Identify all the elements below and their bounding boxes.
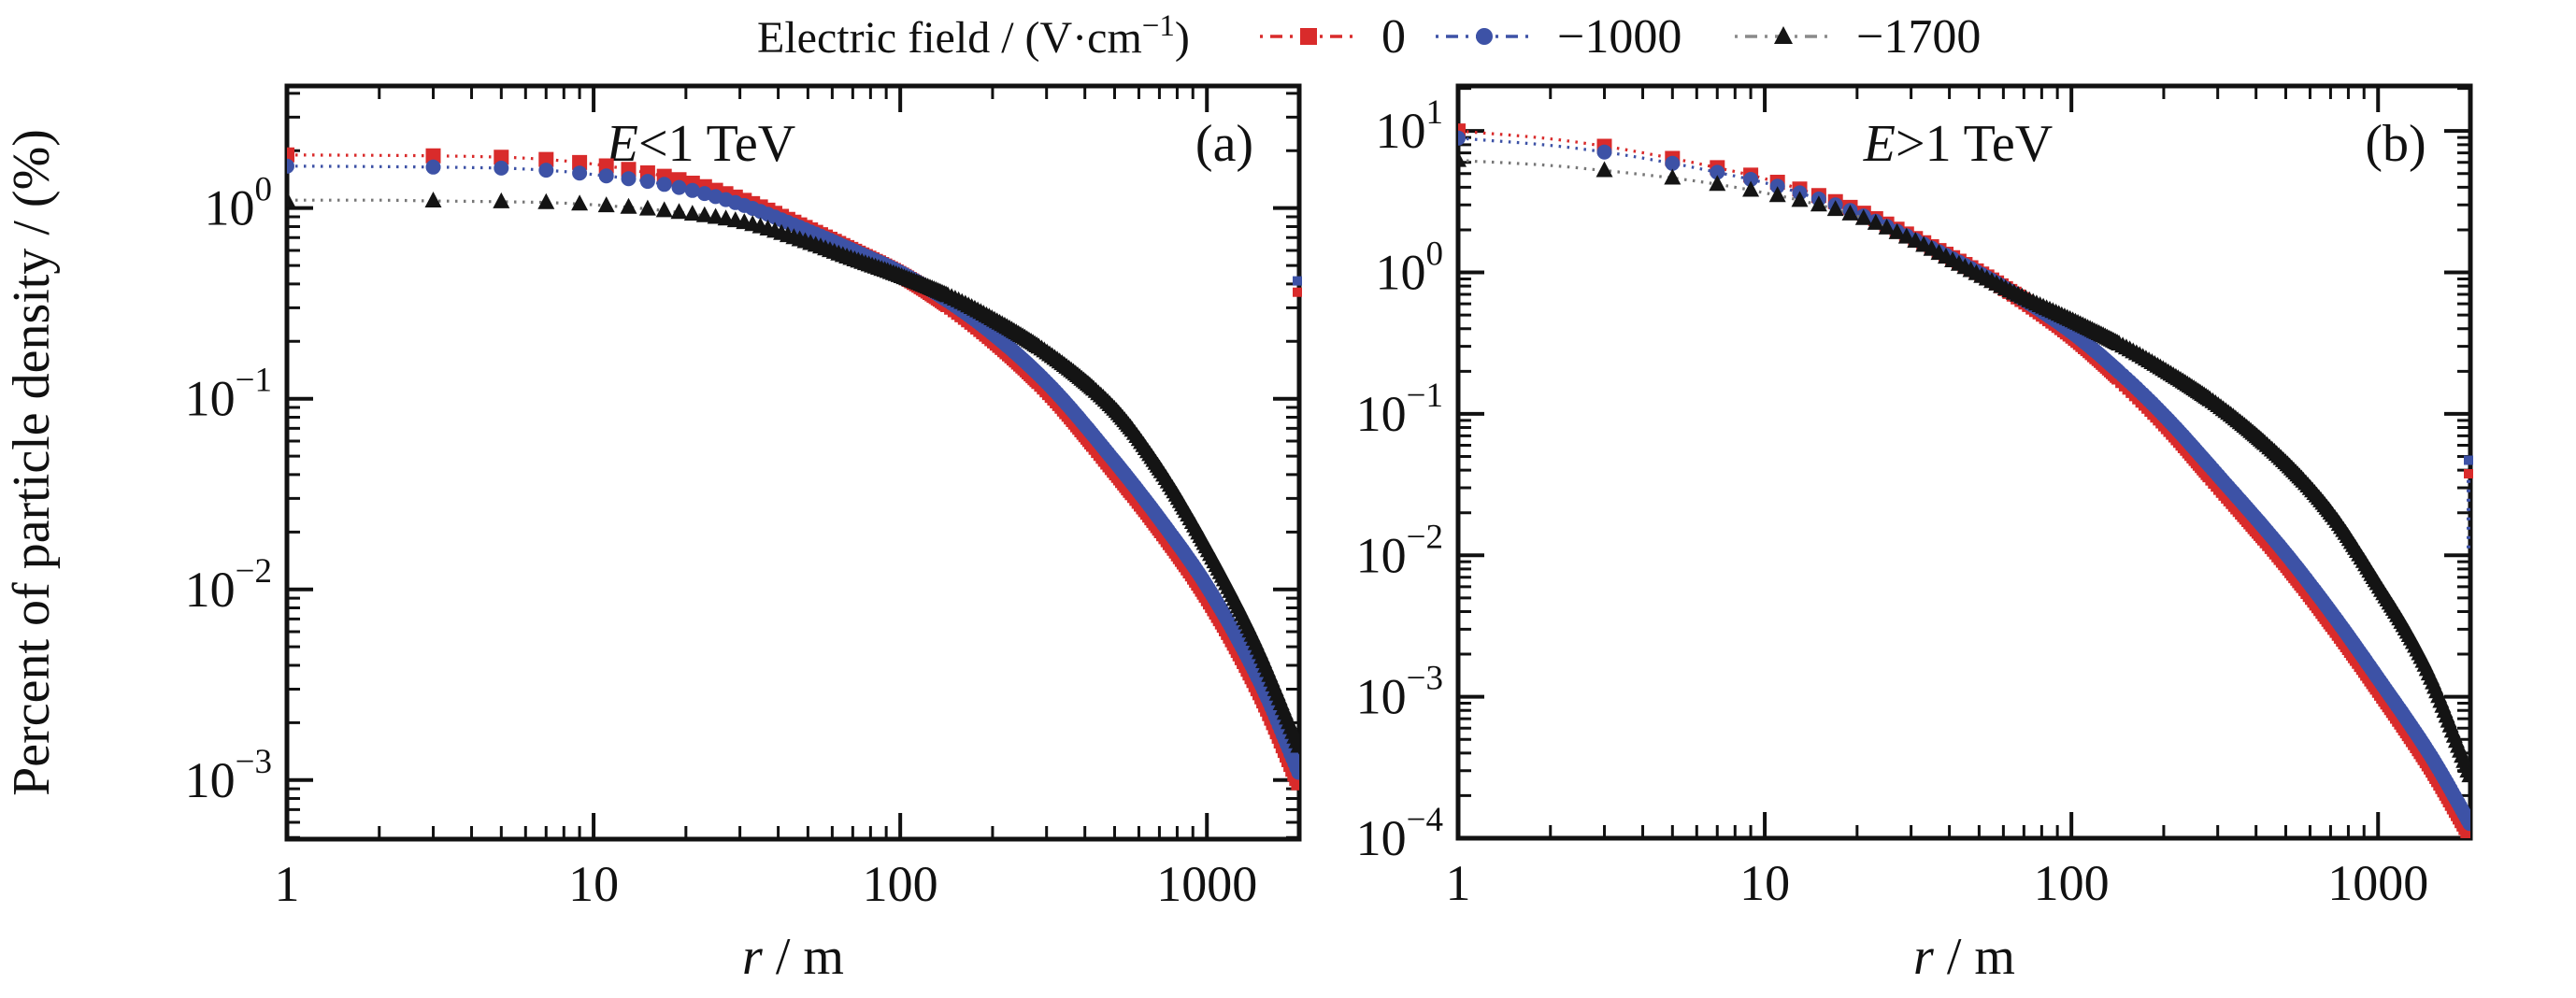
- axis-artifact-marker: [2464, 455, 2473, 465]
- panel-b-title: E>1 TeV: [1863, 115, 2053, 173]
- y-tick-base: 10: [1356, 527, 1407, 583]
- x-tick-label: 100: [863, 856, 938, 912]
- series-neg1000-line: [1458, 136, 2470, 823]
- legend-entry-zero: 0: [1260, 10, 1406, 64]
- y-tick-label: 100: [1376, 235, 1444, 301]
- y-tick-label: 101: [1376, 93, 1444, 159]
- y-tick-label: 10−1: [185, 362, 272, 427]
- x-tick-label: 1: [1446, 855, 1471, 911]
- x-label-rest: / m: [1934, 928, 2015, 986]
- series-zero-markers: [1458, 123, 2470, 838]
- minor-ticks: [287, 86, 1301, 839]
- y-tick-label: 10−2: [1356, 518, 1443, 583]
- series-neg1700-line: [1458, 159, 2470, 775]
- y-tick-base: 10: [185, 562, 236, 618]
- y-tick-base: 10: [1356, 386, 1407, 442]
- panel-b-tag: (b): [2365, 115, 2426, 173]
- y-tick-label: 10−3: [1356, 660, 1443, 725]
- series-neg1700-line: [287, 198, 1299, 745]
- series-neg1000-line: [287, 164, 1299, 771]
- axis-artifact-marker: [1293, 276, 1302, 286]
- x-tick-label: 1: [275, 856, 300, 912]
- major-ticks: [285, 86, 1299, 839]
- legend-square-icon: [1300, 28, 1317, 45]
- panel-a-tag: (a): [1195, 115, 1253, 173]
- y-tick-exponent: −1: [236, 362, 272, 400]
- y-tick-exponent: −2: [1407, 518, 1443, 556]
- y-tick-exponent: −3: [1407, 660, 1443, 698]
- y-tick-label: 10−1: [1356, 377, 1443, 442]
- y-tick-base: 10: [1356, 810, 1407, 866]
- y-tick-exponent: 0: [255, 171, 273, 209]
- series-neg1700-markers: [1458, 150, 2470, 783]
- y-tick-base: 10: [205, 180, 255, 236]
- minor-ticks: [1458, 86, 2472, 838]
- title-italic: E: [1863, 115, 1896, 173]
- x-tick-label: 10: [1739, 855, 1790, 911]
- y-tick-exponent: −4: [1407, 801, 1443, 839]
- x-axis-label: r / m: [742, 928, 844, 986]
- legend-entry-neg1000: −1000: [1436, 10, 1682, 64]
- series-neg1700-markers: [287, 191, 1299, 753]
- title-rest: >1 TeV: [1896, 115, 2053, 173]
- curves: [287, 147, 1299, 791]
- y-tick-exponent: −3: [236, 743, 272, 781]
- major-ticks: [1456, 86, 2470, 840]
- y-tick-base: 10: [1376, 245, 1426, 301]
- y-tick-base: 10: [185, 371, 236, 427]
- legend-label-neg1000: −1000: [1557, 10, 1682, 64]
- y-tick-base: 10: [1376, 103, 1426, 159]
- axis-artifact-marker: [1293, 287, 1302, 297]
- x-label-italic: r: [742, 928, 763, 986]
- x-tick-label: 1000: [2327, 855, 2428, 911]
- y-tick-label: 10−3: [185, 743, 272, 808]
- y-tick-exponent: −2: [236, 552, 272, 591]
- y-tick-label: 10−4: [1356, 801, 1443, 866]
- x-tick-label: 1000: [1156, 856, 1257, 912]
- legend-label-neg1700: −1700: [1856, 10, 1981, 64]
- y-axis-label: Percent of particle density / (%): [3, 129, 61, 796]
- series-zero-line: [1458, 129, 2470, 834]
- x-label-italic: r: [1913, 928, 1934, 986]
- legend-triangle-icon: [1774, 26, 1793, 44]
- x-axis-label: r / m: [1913, 928, 2015, 986]
- y-tick-label: 10−2: [185, 552, 272, 618]
- curves: [1458, 123, 2470, 838]
- x-tick-label: 10: [568, 856, 619, 912]
- legend-circle-icon: [1476, 28, 1493, 45]
- legend-title-sup: −1: [1142, 9, 1175, 43]
- y-tick-base: 10: [1356, 669, 1407, 725]
- legend-entry-neg1700: −1700: [1735, 10, 1981, 64]
- axis-artifact-marker: [2464, 469, 2473, 479]
- panel-b-frame: [1455, 83, 2473, 841]
- title-rest: <1 TeV: [638, 115, 795, 173]
- legend-title-text: Electric field / (V·cm: [757, 13, 1142, 63]
- y-tick-exponent: −1: [1407, 377, 1443, 415]
- legend-title: Electric field / (V·cm−1): [757, 9, 1190, 63]
- y-tick-label: 100: [205, 171, 273, 236]
- legend-title-close: ): [1175, 13, 1190, 63]
- series-zero-line: [287, 153, 1299, 782]
- x-tick-label: 100: [2034, 855, 2110, 911]
- panel-a-title: E<1 TeV: [606, 115, 795, 173]
- y-tick-base: 10: [185, 752, 236, 808]
- y-tick-exponent: 0: [1426, 235, 1444, 274]
- legend: Electric field / (V·cm−1) 0 −1000 −1700: [757, 9, 1981, 64]
- legend-label-zero: 0: [1381, 10, 1406, 64]
- x-label-rest: / m: [763, 928, 844, 986]
- y-tick-exponent: 1: [1426, 93, 1444, 132]
- panel-a-frame: [284, 83, 1302, 842]
- series-neg1000-markers: [1458, 130, 2470, 832]
